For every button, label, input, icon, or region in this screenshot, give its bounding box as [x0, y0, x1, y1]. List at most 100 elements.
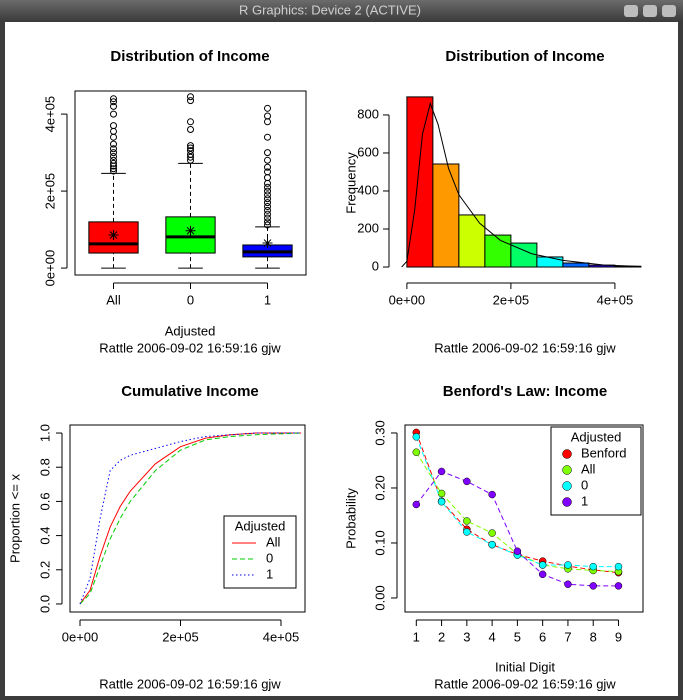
- y-tick-label: 0e+00: [42, 250, 57, 287]
- bar: [432, 163, 460, 268]
- outlier: [264, 156, 271, 164]
- outlier: [110, 159, 117, 167]
- y-tick-label: 1.0: [37, 424, 52, 442]
- outlier: [264, 210, 271, 218]
- outlier: [110, 167, 117, 175]
- point: [488, 540, 496, 549]
- y-tick-label: 0.20: [372, 475, 387, 500]
- y-tick-label: 0.2: [37, 561, 52, 579]
- outlier: [264, 221, 271, 229]
- point: [437, 489, 446, 498]
- legend-swatch: [562, 465, 572, 475]
- outlier: [110, 95, 117, 103]
- chart-title: Distribution of Income: [445, 48, 604, 65]
- chart-panel: Benford's Law: Income Initial Digit Rattle…: [343, 383, 644, 691]
- outlier: [264, 187, 271, 195]
- bar: [458, 214, 486, 268]
- point: [564, 580, 572, 588]
- title-bar: [0, 0, 683, 22]
- point: [412, 433, 421, 441]
- legend-swatch: [562, 449, 572, 459]
- outlier: [187, 151, 194, 159]
- outlier: [264, 149, 271, 157]
- y-tick-label: 400: [357, 182, 379, 197]
- y-axis-label: Frequency: [343, 152, 358, 214]
- point: [437, 497, 446, 506]
- legend-title: Adjusted: [571, 429, 622, 444]
- mean-marker: [185, 225, 196, 236]
- x-tick-label: 4e+05: [597, 292, 634, 307]
- series-line: [415, 432, 619, 574]
- y-tick-label: 0.8: [37, 458, 52, 476]
- outlier: [110, 152, 117, 160]
- y-tick-label: 0.0: [37, 595, 52, 613]
- x-tick-label: 2: [438, 629, 445, 644]
- y-tick-label: 2e+05: [42, 173, 57, 210]
- legend-box: [223, 515, 297, 589]
- plot-frame: [69, 424, 306, 613]
- point: [488, 490, 496, 499]
- minimize-button[interactable]: [624, 5, 638, 17]
- point: [513, 547, 522, 555]
- chart-title: Distribution of Income: [110, 48, 269, 65]
- outlier: [110, 156, 117, 164]
- point: [589, 562, 597, 571]
- outlier: [264, 199, 271, 207]
- x-tick-label: 0e+00: [389, 292, 426, 307]
- legend-label: 1: [581, 493, 588, 508]
- outlier: [264, 195, 271, 203]
- outlier: [264, 163, 271, 171]
- outlier: [187, 142, 194, 150]
- legend-label: 0: [581, 477, 588, 492]
- point: [589, 582, 597, 590]
- x-tick-label: 4: [489, 629, 496, 644]
- outlier: [187, 93, 194, 101]
- chart-panel: Cumulative Income Rattle 2006-09-02 16:59…: [7, 383, 306, 691]
- legend-label: All: [581, 461, 596, 476]
- outlier: [264, 133, 271, 141]
- outlier: [110, 110, 117, 118]
- x-tick-label: 0e+00: [62, 629, 99, 644]
- x-tick-label: 2e+05: [493, 292, 530, 307]
- outlier: [264, 183, 271, 191]
- chart-panel: Distribution of Income Adjusted Rattle 200…: [42, 48, 307, 355]
- x-tick-label: 3: [463, 629, 470, 644]
- mean-marker: [108, 229, 119, 240]
- outlier: [110, 122, 117, 130]
- window-buttons[interactable]: [624, 5, 676, 17]
- outlier: [264, 191, 271, 199]
- chart-title: Benford's Law: Income: [443, 383, 607, 400]
- x-tick-label: All: [106, 292, 121, 307]
- subtitle: Rattle 2006-09-02 16:59:16 gjw: [99, 676, 281, 691]
- chart-panel: Distribution of Income Rattle 2006-09-02 …: [343, 48, 642, 355]
- outlier: [110, 98, 117, 106]
- x-tick-label: 7: [564, 629, 571, 644]
- point: [614, 562, 623, 571]
- point: [463, 528, 471, 536]
- point: [437, 467, 446, 476]
- maximize-button[interactable]: [643, 5, 657, 17]
- series-line: [79, 432, 302, 605]
- outlier: [110, 149, 117, 157]
- close-button[interactable]: [662, 5, 676, 17]
- outlier: [187, 125, 194, 133]
- subtitle: Rattle 2006-09-02 16:59:16 gjw: [99, 340, 281, 355]
- y-tick-label: 4e+05: [42, 96, 57, 133]
- legend-label: Benford: [581, 445, 627, 460]
- outlier: [110, 140, 117, 148]
- bar: [406, 96, 434, 268]
- y-tick-label: 0.6: [37, 492, 52, 510]
- y-axis-label: Proportion <= x: [7, 474, 22, 563]
- plot-frame: [74, 90, 307, 276]
- y-tick-label: 200: [357, 220, 379, 235]
- point: [614, 582, 623, 590]
- point: [488, 529, 496, 537]
- x-tick-label: 1: [413, 629, 420, 644]
- x-tick-label: 9: [615, 629, 622, 644]
- outlier: [264, 112, 271, 120]
- outlier: [264, 202, 271, 210]
- outlier: [110, 145, 117, 153]
- legend-label: All: [266, 534, 281, 549]
- y-tick-label: 0.10: [372, 530, 387, 555]
